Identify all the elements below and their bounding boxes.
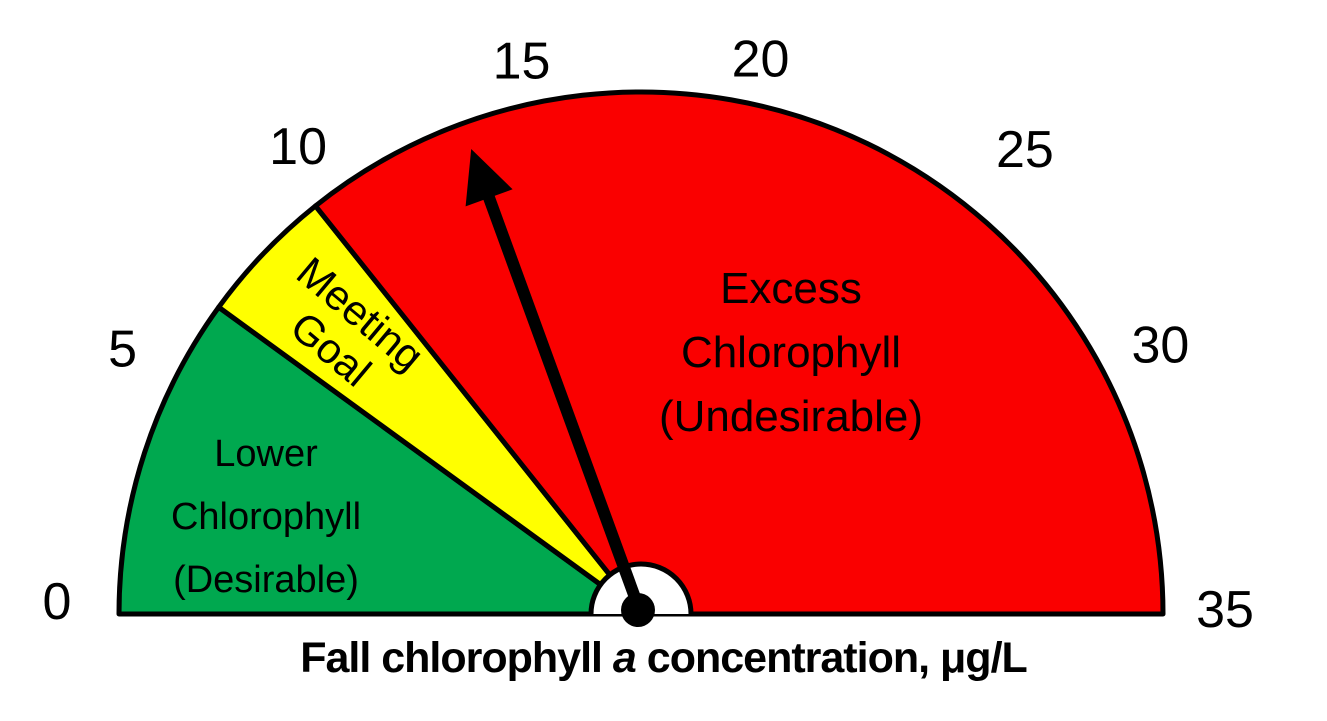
zone-label-0: Lower Chlorophyll (Desirable): [171, 433, 361, 601]
gauge-zone-0: [116, 304, 644, 617]
chart-title-suffix: concentration, μg/L: [635, 634, 1028, 682]
chart-title: Fall chlorophyll a concentration, μg/L: [0, 634, 1327, 683]
tick-label-20: 20: [732, 31, 790, 89]
tick-label-15: 15: [493, 33, 551, 91]
chart-title-prefix: Fall chlorophyll: [300, 634, 613, 682]
gauge-zone-2: [313, 89, 1166, 617]
tick-label-30: 30: [1131, 317, 1189, 375]
needle-pivot-dot: [621, 593, 655, 627]
tick-label-0: 0: [43, 573, 72, 631]
gauge-needle: [481, 190, 647, 617]
tick-label-5: 5: [108, 321, 137, 379]
tick-label-10: 10: [269, 118, 327, 176]
chart-title-italic-a: a: [612, 634, 637, 682]
zone-label-2: Excess Chlorophyll (Undesirable): [659, 264, 923, 441]
needle-arrowhead: [465, 149, 513, 207]
tick-label-25: 25: [996, 121, 1054, 179]
tick-label-35: 35: [1196, 581, 1254, 639]
gauge-hub-cutout: [588, 561, 694, 615]
